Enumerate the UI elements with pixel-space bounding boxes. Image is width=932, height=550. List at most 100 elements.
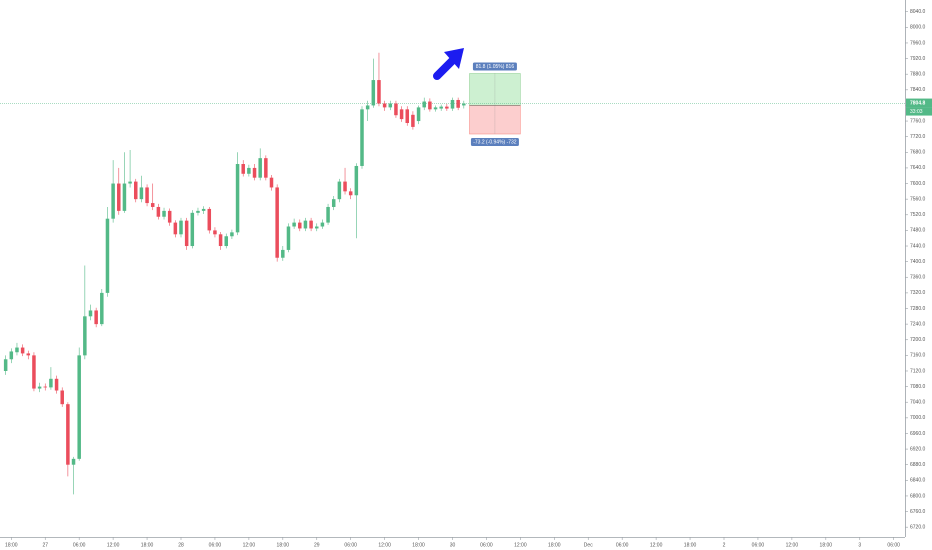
- y-tick-label: 7240.0: [910, 321, 926, 327]
- target-label: 81.8 (1.05%) 816: [476, 64, 515, 70]
- candle-body: [326, 206, 330, 223]
- x-tick-label: 27: [42, 542, 48, 548]
- candle-body: [167, 210, 172, 223]
- y-tick-label: 7360.0: [910, 275, 926, 281]
- y-tick-label: 7000.0: [910, 415, 926, 421]
- candle-body: [128, 181, 132, 184]
- candle-body: [100, 292, 104, 325]
- candle-body: [20, 347, 25, 354]
- candle-body: [292, 222, 296, 227]
- y-tick-label: 6920.0: [910, 446, 926, 452]
- candle-body: [105, 218, 110, 293]
- y-tick-label: 7280.0: [910, 306, 926, 312]
- x-tick-label: 12:00: [243, 542, 256, 548]
- x-tick-label: 28: [178, 542, 184, 548]
- x-tick-label: 06:00: [616, 542, 629, 548]
- candle-body: [230, 232, 234, 237]
- candle-body: [9, 351, 14, 360]
- y-tick-label: 7760.0: [910, 118, 926, 124]
- x-tick-label: Dec: [584, 542, 593, 548]
- y-tick-label: 7600.0: [910, 181, 926, 187]
- candle-body: [94, 310, 98, 325]
- candle-body: [218, 234, 223, 247]
- y-tick-label: 8040.0: [910, 9, 926, 15]
- candle-body: [15, 347, 19, 353]
- y-tick-label: 6760.0: [910, 509, 926, 515]
- candle-body: [439, 106, 443, 109]
- candle-body: [331, 199, 336, 207]
- candle-body: [298, 222, 302, 229]
- x-tick-label: 18:00: [5, 542, 18, 548]
- candle-body: [111, 183, 115, 219]
- x-tick-label: 2: [723, 542, 726, 548]
- stop-label: -73.2 (-0.94%) -732: [473, 139, 517, 145]
- y-tick-label: 7720.0: [910, 134, 926, 140]
- x-tick-label: 18:00: [820, 542, 833, 548]
- candle-body: [445, 106, 449, 109]
- candle-body: [252, 167, 257, 178]
- candle-body: [54, 378, 59, 391]
- x-tick-label: 12:00: [786, 542, 799, 548]
- candle-body: [32, 355, 36, 389]
- y-tick-label: 7440.0: [910, 243, 926, 249]
- candle-body: [337, 181, 342, 200]
- candle-body: [60, 390, 64, 405]
- candle-body: [26, 353, 31, 356]
- candle-body: [314, 226, 319, 229]
- candle-body: [428, 101, 432, 110]
- candle-body: [388, 103, 393, 108]
- candle-body: [264, 158, 268, 178]
- y-tick-label: 7880.0: [910, 72, 926, 78]
- y-tick-label: 6720.0: [910, 525, 926, 531]
- candle-body: [365, 105, 370, 110]
- candle-body: [456, 99, 460, 108]
- candle-body: [179, 220, 183, 235]
- candle-body: [162, 210, 166, 217]
- x-tick-label: 18:00: [684, 542, 697, 548]
- candle-body: [196, 210, 200, 213]
- x-tick-label: 18:00: [277, 542, 290, 548]
- last-price-tag: [906, 98, 932, 108]
- y-tick-label: 7480.0: [910, 228, 926, 234]
- y-tick-label: 6960.0: [910, 431, 926, 437]
- x-tick-label: 18:00: [412, 542, 425, 548]
- y-tick-label: 7520.0: [910, 212, 926, 218]
- candle-body: [247, 167, 251, 174]
- candle-body: [190, 212, 195, 247]
- arrow-shaft: [433, 55, 458, 80]
- x-tick-label: 30: [450, 542, 456, 548]
- candle-body: [286, 226, 291, 250]
- x-tick-label: 18:00: [141, 542, 154, 548]
- x-tick-label: 12:00: [107, 542, 120, 548]
- candle-body: [320, 222, 325, 227]
- arrow-head: [444, 48, 464, 69]
- y-tick-label: 7640.0: [910, 165, 926, 171]
- x-tick-label: 12:00: [514, 542, 527, 548]
- candle-body: [303, 220, 308, 229]
- candle-body: [405, 109, 410, 124]
- x-tick-label: 06:00: [752, 542, 765, 548]
- y-tick-label: 8000.0: [910, 25, 926, 31]
- candle-body: [66, 404, 70, 465]
- x-tick-label: 3: [858, 542, 861, 548]
- candle-body: [377, 80, 381, 104]
- candle-body: [49, 378, 53, 388]
- candle-body: [207, 208, 212, 231]
- candle-body: [309, 220, 313, 229]
- candle-body: [450, 99, 455, 109]
- candle-body: [371, 80, 376, 106]
- y-tick-label: 7560.0: [910, 196, 926, 202]
- candle-body: [269, 177, 274, 188]
- candle-body: [241, 164, 245, 174]
- y-tick-label: 6880.0: [910, 462, 926, 468]
- candle-body: [139, 187, 144, 200]
- x-tick-label: 06:00: [209, 542, 222, 548]
- candle-body: [258, 158, 262, 178]
- y-tick-label: 7680.0: [910, 150, 926, 156]
- candle-body: [133, 181, 138, 200]
- y-tick-label: 7200.0: [910, 337, 926, 343]
- candle-body: [71, 458, 76, 465]
- candle-body: [416, 107, 421, 122]
